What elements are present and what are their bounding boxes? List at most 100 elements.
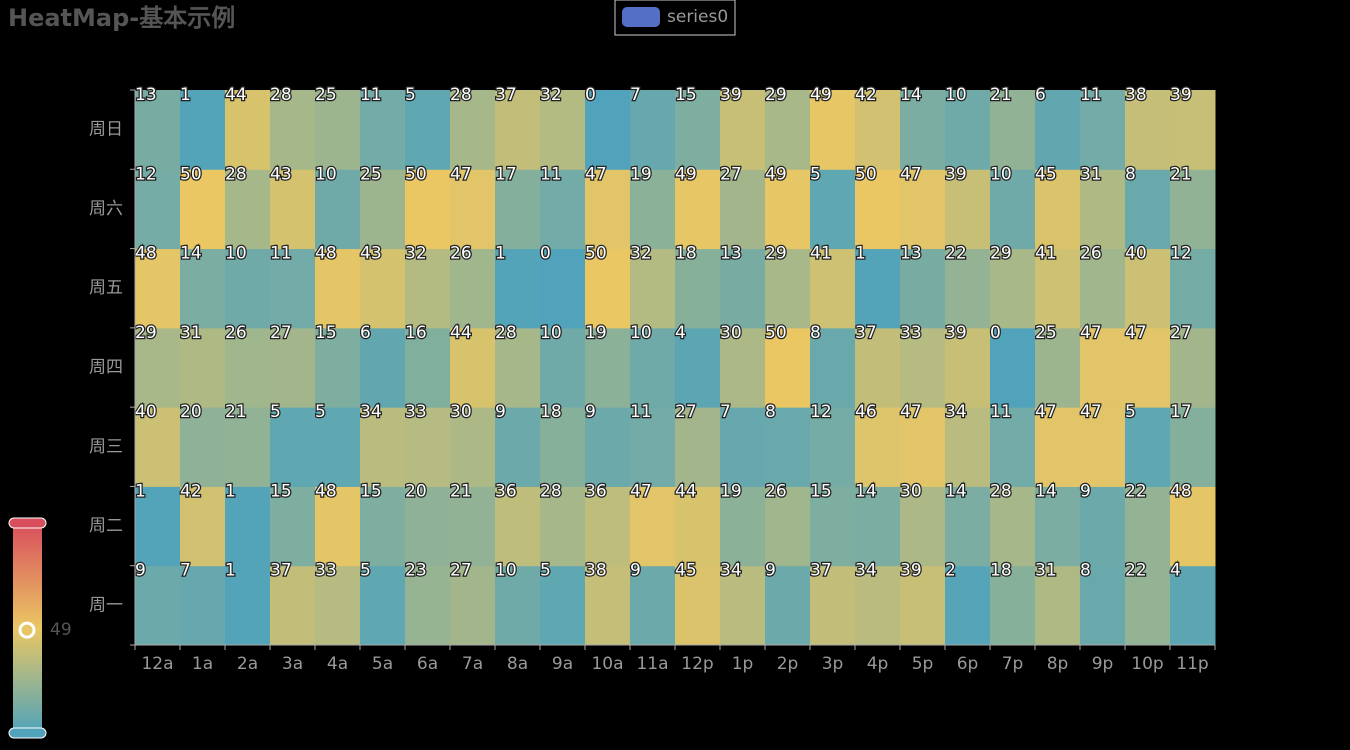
cell-label: 39 [945,164,967,184]
cell-label: 46 [855,402,877,422]
heat-cell [315,327,361,408]
cell-label: 15 [360,481,382,501]
heat-cell [765,169,811,250]
x-tick-label: 3p [822,654,844,674]
cell-label: 12 [135,164,157,184]
cell-label: 42 [180,481,202,501]
y-tick-label: 周一 [89,595,123,615]
cell-label: 18 [540,402,562,422]
cell-label: 15 [810,481,832,501]
cell-label: 45 [675,561,697,581]
heat-cell [1080,565,1126,646]
cell-label: 33 [315,561,337,581]
cell-label: 21 [1170,164,1192,184]
cell-label: 47 [1125,323,1147,343]
heat-cell [180,407,226,487]
heat-cell [720,486,766,567]
cell-label: 39 [945,323,967,343]
cell-label: 18 [675,244,697,264]
cell-label: 26 [225,323,247,343]
cell-label: 12 [1170,244,1192,264]
cell-label: 47 [900,164,922,184]
cell-label: 50 [180,164,202,184]
cell-label: 8 [1080,561,1091,581]
heat-cell [405,565,451,646]
heat-cell [1170,486,1216,567]
cell-label: 28 [990,481,1012,501]
heat-cell [405,486,451,567]
cell-label: 1 [225,561,236,581]
cell-label: 11 [540,164,562,184]
cell-label: 19 [630,164,652,184]
cell-label: 38 [1125,85,1147,105]
heat-cell [135,407,181,487]
heat-cell [405,407,451,487]
cell-label: 30 [450,402,472,422]
cell-label: 37 [495,85,517,105]
cell-label: 21 [450,481,472,501]
cell-label: 10 [990,164,1012,184]
cell-label: 47 [1080,323,1102,343]
heat-cell [630,327,676,408]
x-tick-label: 10a [591,654,623,674]
heat-cell [990,407,1036,487]
heat-cell [585,407,631,487]
cell-label: 1 [225,481,236,501]
cell-label: 16 [405,323,427,343]
heat-cell [270,248,316,329]
heat-cell [585,486,631,567]
heat-cell [360,407,406,487]
heat-cell [1080,169,1126,250]
cell-label: 34 [855,561,877,581]
cell-label: 4 [675,323,686,343]
x-tick-label: 2a [237,654,258,674]
x-tick-label: 4p [867,654,889,674]
cell-label: 1 [135,481,146,501]
heat-cell [315,248,361,329]
heat-cell [675,327,721,408]
cell-label: 10 [495,561,517,581]
cell-label: 5 [1125,402,1136,422]
heat-cell [810,248,856,329]
heat-cell [1125,327,1171,408]
cell-label: 43 [360,244,382,264]
x-tick-label: 12p [681,654,713,674]
heat-cell [360,90,406,170]
cell-label: 5 [270,402,281,422]
cell-label: 9 [585,402,596,422]
cell-label: 0 [990,323,1001,343]
heat-cell [360,327,406,408]
heat-cell [990,486,1036,567]
cell-label: 29 [765,85,787,105]
cell-label: 27 [270,323,292,343]
heat-cell [225,407,271,487]
cell-label: 37 [270,561,292,581]
heat-cell [135,248,181,329]
heat-cell [180,486,226,567]
heat-cell [315,169,361,250]
heat-cell [1080,486,1126,567]
cell-label: 15 [675,85,697,105]
x-tick-label: 11a [636,654,668,674]
cell-label: 28 [450,85,472,105]
cell-label: 5 [405,85,416,105]
heat-cell [720,327,766,408]
heat-cell [765,248,811,329]
cell-label: 10 [315,164,337,184]
heat-cell [1080,407,1126,487]
cell-label: 45 [1035,164,1057,184]
heat-cell [540,90,586,170]
heat-cell [630,486,676,567]
cell-label: 11 [360,85,382,105]
visual-map-handle-top [8,517,47,529]
cell-label: 0 [585,85,596,105]
heat-cell [720,169,766,250]
cell-label: 1 [495,244,506,264]
cell-label: 9 [765,561,776,581]
heat-cell [855,169,901,250]
cell-label: 43 [270,164,292,184]
cell-label: 37 [810,561,832,581]
heat-cell [675,565,721,646]
legend-box [614,0,736,36]
cell-label: 49 [810,85,832,105]
